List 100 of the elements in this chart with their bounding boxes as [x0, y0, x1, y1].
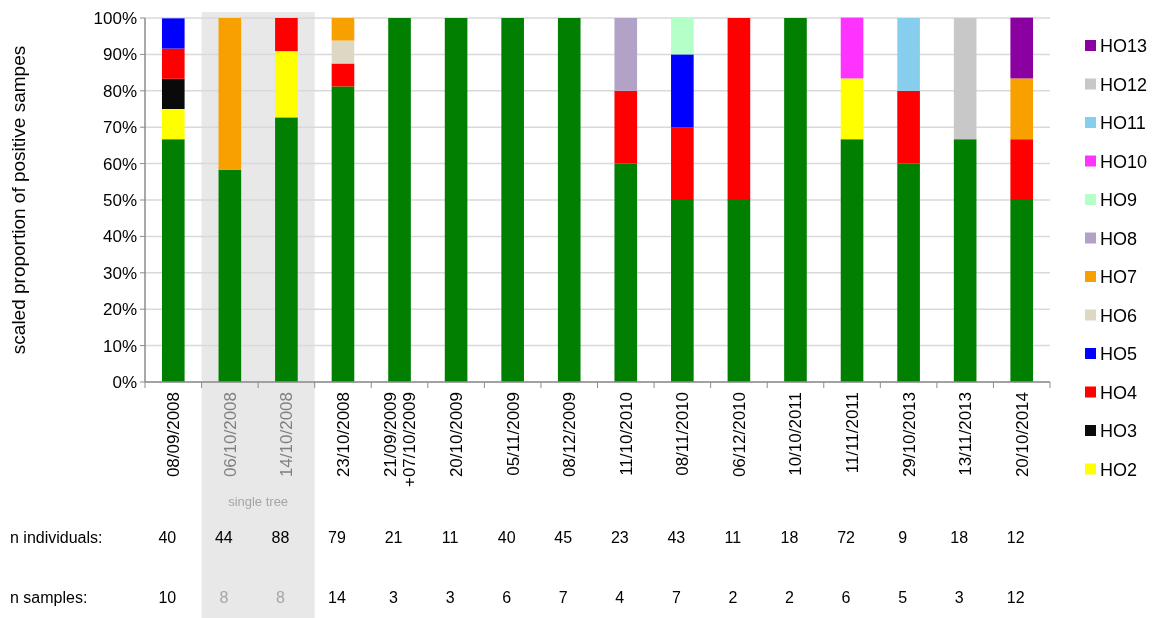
text: 2: [728, 589, 738, 606]
bar: [897, 90, 920, 164]
legend-label: HO11: [1100, 113, 1146, 134]
bar: [161, 18, 185, 49]
legend-label: HO10: [1100, 151, 1148, 172]
bar: [331, 86, 355, 382]
y-tick-label: 30%: [102, 263, 137, 283]
legend-label: HO9: [1100, 190, 1138, 211]
text: 88: [271, 529, 290, 546]
legend-label: HO6: [1100, 305, 1138, 326]
legend-label: HO3: [1100, 421, 1138, 442]
bar: [727, 200, 751, 382]
x-tick-label: 08/11/2010: [673, 392, 693, 476]
bar: [784, 18, 807, 382]
text: 8: [275, 589, 285, 606]
text: 3: [954, 589, 964, 606]
bar: [727, 18, 751, 200]
legend-label: HO13: [1100, 36, 1148, 57]
x-tick-label: 08/09/2008: [164, 392, 184, 478]
text: 3: [389, 589, 399, 606]
x-tick-label: 11/11/2011: [842, 392, 862, 474]
bar: [840, 139, 864, 382]
text: 9: [898, 529, 908, 546]
bar: [275, 117, 298, 382]
x-tick-label: 23/10/2008: [333, 392, 353, 478]
bar: [331, 63, 355, 87]
y-tick-label: 10%: [102, 336, 137, 356]
bar: [161, 48, 185, 79]
x-tick-label: 29/10/2013: [899, 392, 919, 478]
text: 44: [214, 529, 233, 546]
bar: [331, 18, 355, 41]
text: 40: [497, 529, 516, 546]
text: 12: [1006, 589, 1025, 606]
text: 10: [158, 589, 177, 606]
text: 6: [502, 589, 512, 606]
legend-label: HO12: [1100, 74, 1148, 95]
text: 45: [554, 529, 573, 546]
bar: [218, 169, 242, 382]
text: 7: [558, 589, 568, 606]
bar: [1010, 78, 1034, 140]
y-tick-label: 70%: [102, 118, 137, 138]
bar: [1010, 17, 1034, 79]
y-tick-label: 40%: [102, 227, 137, 247]
bar: [671, 54, 694, 128]
y-tick-label: 50%: [102, 190, 137, 210]
x-tick-label: 13/11/2013: [956, 392, 976, 476]
bar: [953, 18, 977, 140]
bar: [275, 18, 298, 52]
text: 7: [671, 589, 681, 606]
legend-label: HO2: [1100, 459, 1138, 480]
text: 40: [158, 529, 177, 546]
x-tick-label: 06/10/2008: [220, 392, 240, 478]
bar: [671, 200, 694, 382]
bar: [840, 17, 864, 79]
bar: [161, 139, 185, 382]
text: 5: [898, 589, 908, 606]
x-tick-label: 14/10/2008: [277, 392, 297, 478]
text: n individuals:: [10, 529, 103, 546]
y-tick-label: 100%: [93, 8, 137, 28]
text: 6: [841, 589, 851, 606]
band-label: single tree: [228, 494, 289, 509]
bar: [331, 40, 355, 64]
text: n samples:: [10, 589, 88, 606]
text: 72: [837, 529, 856, 546]
bar: [161, 109, 185, 140]
x-tick-label: 06/12/2010: [729, 392, 749, 478]
text: 8: [219, 589, 229, 606]
bar: [897, 163, 920, 382]
bar: [1010, 200, 1034, 382]
legend-label: HO4: [1100, 382, 1138, 403]
text: 21: [384, 529, 403, 546]
legend-label: HO8: [1100, 228, 1138, 249]
x-tick-label: 05/11/2009: [503, 392, 523, 476]
y-tick-label: 60%: [102, 154, 137, 174]
y-axis-title: scaled proportion of positive sampes: [7, 45, 29, 355]
text: 43: [667, 529, 686, 546]
legend-label: HO7: [1100, 267, 1138, 288]
bar: [614, 163, 638, 382]
y-tick-label: 0%: [112, 372, 137, 392]
bar: [444, 18, 468, 382]
bar: [671, 127, 694, 200]
legend-label: HO5: [1100, 344, 1138, 365]
text: 2: [785, 589, 795, 606]
bar: [161, 78, 185, 109]
x-tick-label: 21/09/2009 +07/10/2009: [381, 392, 419, 488]
bar: [388, 18, 411, 382]
bar: [1010, 139, 1034, 200]
bar: [275, 51, 298, 118]
bar: [501, 18, 524, 382]
text: 18: [950, 529, 969, 546]
bar: [614, 90, 638, 164]
bar: [218, 18, 242, 170]
bar: [897, 18, 920, 91]
text: 11: [724, 529, 742, 546]
x-tick-label: 20/10/2009: [447, 392, 467, 478]
text: 23: [610, 529, 629, 546]
text: 14: [328, 589, 346, 606]
text: 79: [328, 529, 346, 546]
text: 12: [1006, 529, 1025, 546]
x-tick-label: 11/10/2010: [616, 392, 636, 476]
